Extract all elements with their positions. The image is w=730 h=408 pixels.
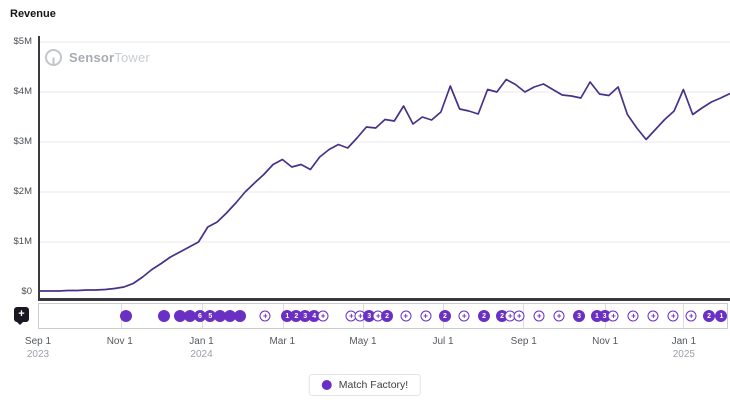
x-tick-month: Nov 1 — [592, 336, 619, 347]
annotation-timeline-strip[interactable]: 6 5 +1 2 3 4 + + +3 +2 + +2 +2 2 + + + +3 1 3 + + + + +2 1 — [38, 303, 728, 329]
annotation-marker-badge[interactable]: 5 — [204, 310, 217, 322]
annotation-marker-add[interactable]: + — [607, 310, 619, 322]
annotation-marker-badge[interactable] — [213, 310, 226, 322]
x-axis-tick-label: Jul 1 — [432, 336, 453, 347]
y-axis-tick-label: $3M — [13, 136, 32, 147]
annotation-marker-badge[interactable] — [157, 310, 170, 322]
revenue-line-chart — [40, 41, 730, 292]
annotation-marker-add[interactable]: + — [259, 310, 271, 322]
annotation-marker-add[interactable]: + — [513, 310, 525, 322]
chart-plot-area[interactable] — [38, 36, 730, 301]
page-title: Revenue — [10, 8, 56, 20]
annotation-marker-add[interactable]: + — [685, 310, 697, 322]
x-tick-month: Sep 1 — [24, 336, 52, 347]
add-annotation-button[interactable]: + — [14, 307, 29, 325]
annotation-marker-badge[interactable] — [184, 310, 197, 322]
legend-item-match-factory[interactable]: Match Factory! — [308, 374, 422, 396]
x-axis-tick-label: Jan 1 2024 — [189, 336, 213, 360]
x-axis-tick-label: Nov 1 — [107, 336, 133, 347]
legend-series-dot — [321, 380, 332, 390]
annotation-marker-badge[interactable] — [174, 310, 187, 322]
annotation-marker-add[interactable]: + — [647, 310, 659, 322]
annotation-marker-add[interactable]: + — [400, 310, 412, 322]
annotation-marker-badge[interactable]: 4 — [308, 310, 321, 322]
x-axis-tick-label: May 1 — [349, 336, 376, 347]
annotation-marker-add[interactable]: + — [458, 310, 470, 322]
timeline-month-gridline — [682, 304, 684, 328]
annotation-marker-add[interactable]: + — [667, 310, 679, 322]
x-tick-month: May 1 — [349, 336, 377, 347]
annotation-marker-add[interactable]: + — [553, 310, 565, 322]
annotation-marker-add[interactable]: + — [627, 310, 639, 322]
x-tick-year: 2025 — [672, 349, 695, 360]
y-axis-tick-label: $4M — [13, 86, 32, 97]
annotation-marker-badge[interactable] — [223, 310, 236, 322]
annotation-marker-badge[interactable] — [233, 310, 246, 322]
x-tick-month: Jan 1 — [189, 336, 214, 347]
x-axis-tick-label: Mar 1 — [269, 336, 295, 347]
y-axis-tick-label: $2M — [13, 186, 32, 197]
annotation-marker-badge[interactable]: 2 — [478, 310, 491, 322]
x-axis-tick-label: Sep 1 — [511, 336, 537, 347]
y-axis-tick-label: $5M — [13, 36, 32, 47]
annotation-marker-badge[interactable]: 3 — [363, 310, 376, 322]
chart-legend: Match Factory! — [308, 374, 422, 396]
y-axis-tick-label: $0 — [21, 286, 32, 297]
x-axis-tick-label: Sep 1 2023 — [25, 336, 51, 360]
x-axis-tick-label: Jan 1 2025 — [672, 336, 696, 360]
y-axis-tick-label: $1M — [13, 236, 32, 247]
x-tick-year: 2024 — [190, 349, 213, 360]
annotation-marker-badge[interactable] — [120, 310, 133, 322]
x-tick-month: Jan 1 — [671, 336, 697, 347]
x-tick-month: Nov 1 — [106, 336, 133, 347]
x-axis-tick-label: Nov 1 — [592, 336, 618, 347]
annotation-marker-badge[interactable]: 1 — [715, 310, 728, 322]
legend-series-label: Match Factory! — [338, 379, 409, 391]
x-tick-month: Jul 1 — [432, 336, 454, 347]
x-tick-year: 2023 — [26, 349, 50, 360]
annotation-marker-badge[interactable]: 3 — [598, 310, 611, 322]
annotation-marker-badge[interactable]: 2 — [703, 310, 716, 322]
annotation-marker-badge[interactable]: 3 — [573, 310, 586, 322]
x-tick-month: Mar 1 — [269, 336, 296, 347]
x-tick-month: Sep 1 — [510, 336, 537, 347]
revenue-series-line — [40, 78, 730, 292]
annotation-marker-add[interactable]: + — [420, 310, 432, 322]
annotation-marker-badge[interactable]: 2 — [381, 310, 394, 322]
annotation-marker-add[interactable]: + — [533, 310, 545, 322]
annotation-marker-badge[interactable]: 6 — [193, 310, 206, 322]
annotation-marker-badge[interactable]: 2 — [438, 310, 451, 322]
annotation-marker-add[interactable]: + — [317, 310, 329, 322]
